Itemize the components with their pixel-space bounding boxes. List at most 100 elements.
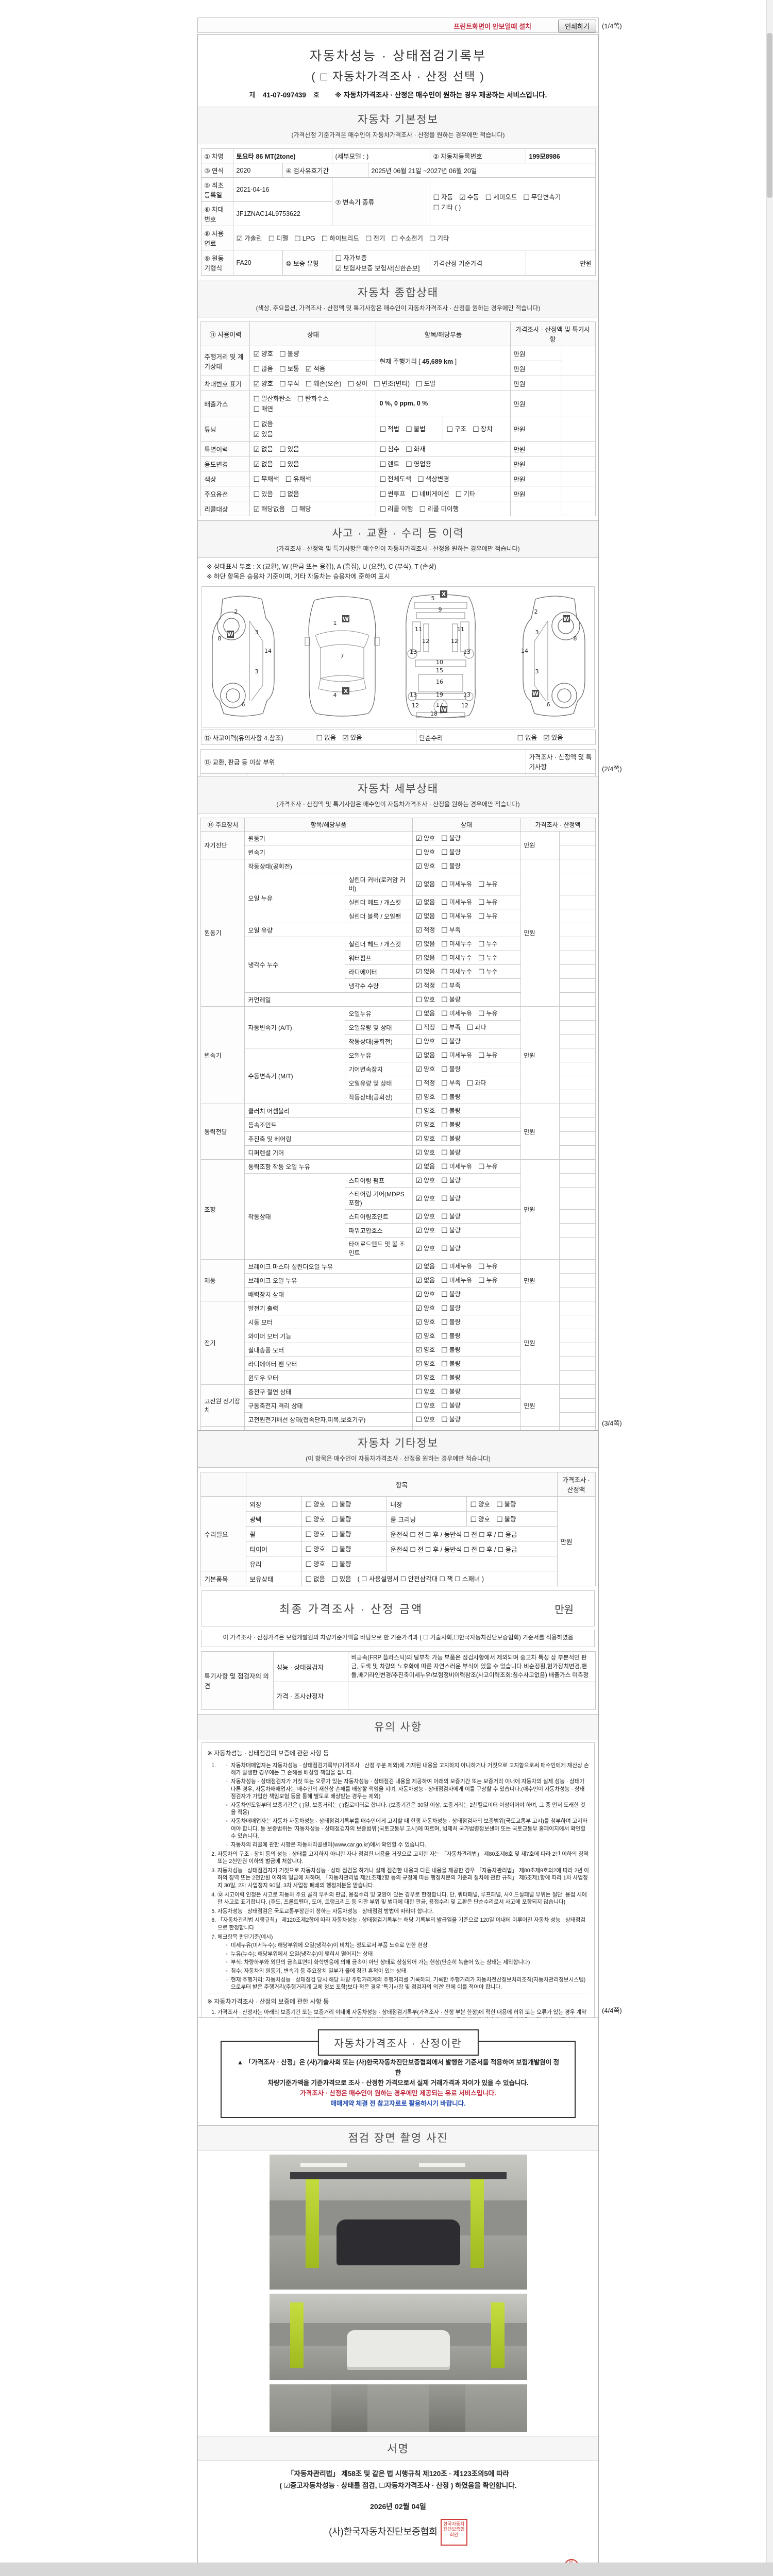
inspector-opinion-text: 비금속(FRP 플라스틱)의 탈부착 가능 부품은 점검사항에서 제외되며 중고… [347,1651,596,1683]
item-label: 시동 모터 [244,1315,413,1329]
document-subtitle: ( □ 자동차가격조사 · 산정 선택 ) [311,70,485,83]
checkbox-unchecked: ☐ 불량 [331,1515,351,1523]
final-price-label: 최종 가격조사 · 산정 금액 [279,1603,424,1616]
repair-item-options: ☐ 양호 ☐ 불량 [301,1496,388,1512]
price-cell: 만원 [520,1006,560,1104]
sub-item-label: 실린더 블록 / 오일팬 [345,909,413,923]
damage-mark-letter: W [563,616,569,622]
panel-number-label: 2 [234,608,238,615]
checkbox-unchecked: ☐ 불량 [441,1148,461,1157]
panel-number-label: 11 [415,626,422,633]
checkbox-unchecked: ☐ 유채색 [285,475,311,483]
checkbox-unchecked: ☐있음 [253,490,274,498]
field-label: ④ 검사유효기간 [282,163,368,178]
panel-number-label: 10 [436,659,443,666]
page-marker-4: (4/4쪽) [602,2007,622,2014]
item-options: ☐ 적법 ☐ 불법 [376,416,444,442]
checkbox-checked: ☑ 양호 [415,1176,435,1184]
field-label: ③ 연식 [200,163,233,178]
usage-history-label: 튜닝 [200,416,250,442]
checkbox-unchecked: ☐ 미세누유 [441,1009,472,1018]
price-cell: 만원 [510,391,562,416]
checkbox-unchecked: ☐ 양호 [415,1401,435,1410]
checkbox-checked: ☑ 적정 [415,981,435,990]
state-options: ☐ 일산화탄소 ☐ 탄화수소 ☐ 매연 [249,391,377,416]
checkbox-checked: ☑ 가솔린 [236,234,262,243]
checkbox-unchecked: ☐ 없음 [415,1009,435,1018]
emission-values: 0 %, 0 ppm, 0 % [376,391,511,416]
checkbox-unchecked: ☐ 상이 [347,380,368,388]
note-cell [559,1076,596,1090]
checkbox-unchecked: ☐ 양호 [470,1515,491,1523]
checkbox-unchecked: ☐ 누유 [478,1276,498,1284]
state-options: ☑ 없음 ☐ 미세누수 ☐ 누수 [412,964,521,979]
print-button[interactable]: 인쇄하기 [558,20,596,32]
checkbox-checked: ☑ 양호 [415,1318,435,1326]
caution-block1-heading: ※ 자동차성능 · 상태점검의 보증에 관한 사항 등 [207,1750,329,1757]
section-etc-header: 자동차 기타정보 (이 항목은 매수인이 자동차가격조사 · 산정을 원하는 경… [198,1431,598,1468]
install-notice-link[interactable]: 프린트화면이 안보일때 설치 [453,23,531,30]
simple-repair-label: 단순수리 [415,730,514,745]
damage-mark-badge [440,590,447,598]
item-label: 실내송풍 모터 [244,1343,413,1357]
window-bottom-bar [0,2563,773,2576]
damage-mark-badge [563,615,570,622]
checkbox-checked: ☑ 수동 [459,193,479,201]
panel-number-label: 14 [521,648,528,654]
checkbox-checked: ☑ 양호 [415,1212,435,1221]
panel-number-label: 3 [535,629,539,636]
panel-number-label: 3 [255,629,259,636]
checkbox-unchecked: ☐ 미세누유 [441,1276,472,1284]
item-label: 오일 유량 [244,923,413,937]
note-cell [559,1062,596,1076]
checkbox-checked: ☑ 양호 [415,1244,435,1252]
checkbox-unchecked: ☐ 없음 [253,420,274,428]
section-accident-header: 사고 · 교환 · 수리 등 이력 (가격조사 · 산정액 및 특기사항은 매수… [198,520,598,558]
checkbox-unchecked: ☐ 탄화수소 [297,395,329,403]
state-options: ☑ 양호 ☐ 불량 [412,1370,521,1385]
checkbox-unchecked: ☐ 색상변경 [417,475,449,483]
usage-history-label: 주행거리 및 계기상태 [200,346,250,376]
note-cell [561,471,596,486]
checkbox-checked: ☑ 양호 [415,1065,435,1073]
note-cell [561,391,596,416]
accident-history-row: ⑫ 사고이력(유의사항 4.참조) ☐ 없음 ☑ 있음 단순수리 ☐ 없음 ☑ 있음 [200,730,596,745]
panel-number-label: 19 [436,691,443,698]
checkbox-checked: ☑ 양호 [415,1332,435,1340]
note-cell [559,873,596,895]
checkbox-unchecked: ☐ 양호 [305,1530,326,1538]
scrollbar-thumb[interactable] [767,33,772,198]
checkbox-unchecked: ☐ 세미오토 [485,193,517,201]
checkbox-checked: ☑ 양호 [415,1374,435,1382]
section-caution-header: 유의 사항 [198,1714,598,1740]
item-options: ☐ 구조 ☐ 장치 [443,416,511,442]
scrollbar-track[interactable] [766,0,773,2576]
checkbox-unchecked: ☐ 무단변속기 [523,193,561,201]
checkbox-unchecked: ☐ 보통 [279,365,299,373]
document-page-4: 자동차가격조사 · 산정이란 ▲ 「가격조사 · 산정」은 (사)기술사회 또는… [197,2018,599,2576]
sub-item-label: 타이로드엔드 및 볼 조인트 [345,1237,413,1260]
panel-number-label: 18 [430,710,438,717]
state-options: ☑ 없음 ☐ 미세누유 ☐ 누유 [412,1259,521,1274]
panel-number-label: 13 [463,649,470,655]
checkbox-checked: ☑ 양호 [415,1093,435,1101]
repair-item-options: ☐ 양호 ☐ 불량 [301,1526,388,1541]
checkbox-unchecked: ☐있음 [279,460,299,468]
checkbox-unchecked: ☐ 불량 [331,1560,351,1568]
usage-history-label: 배출가스 [200,391,250,416]
checkbox-unchecked: ☐ 미세누유 [441,1262,472,1270]
sub-item-label: 냉각수 수량 [345,978,413,993]
checkbox-unchecked: ☐ 불량 [441,1226,461,1234]
checkbox-unchecked: ☐ 미세누유 [441,1051,472,1059]
page-marker-2: (2/4쪽) [602,765,622,773]
damage-mark-badge [440,706,447,713]
field-label: ⑥ 차대 번호 [200,201,233,226]
repair-item-options: ☐ 양호 ☐ 불량 [466,1511,558,1527]
car-damage-diagram: 2 8 3 14 3 6 1 7 4 5 9 11 11 12 12 13 13 10 15 16 19 13 13 12 12… [201,586,595,727]
field-label: ⑤ 최초 등록일 [200,177,233,202]
page-marker-3: (3/4쪽) [602,1419,622,1427]
state-options: ☑ 적정 ☐ 부족 [412,923,521,937]
state-options: ☑ 양호 ☐ 불량 [412,1343,521,1357]
note-cell [559,964,596,979]
inspection-photo-3 [269,2384,527,2432]
